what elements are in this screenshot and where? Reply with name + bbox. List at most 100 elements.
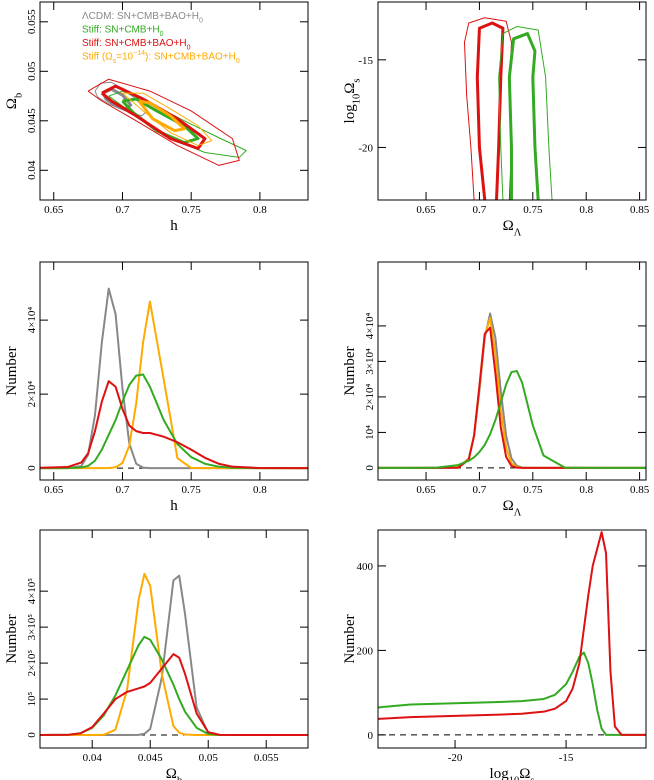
x-tick-label: 0.7 [473,484,487,496]
plot-area [378,531,646,736]
x-axis-title-part: Ω [519,766,530,780]
distribution-line [40,572,308,737]
x-axis-title-part: Ω [503,498,514,514]
legend-entry: Stiff: SN+CMB+BAO+H0 [82,38,191,52]
legend-entry-part: 0 [187,45,191,52]
x-axis-title-part: b [177,775,182,780]
x-tick-label: 0.75 [523,204,543,216]
contour [137,99,186,133]
y-axis-title-part: b [13,93,24,98]
y-axis-title: Number [4,346,20,395]
y-axis-title-part: Ω [342,83,358,94]
y-axis-title: Number [342,614,358,663]
legend-entry: Stiff (Ωs=10−14): SN+CMB+BAO+H0 [82,50,240,65]
legend-entry: ΛCDM: SN+CMB+BAO+H0 [82,11,203,25]
y-tick-label: 2×10⁴ [364,383,376,410]
y-axis-title-part: Number [342,614,358,663]
legend-entry-part: ΛCDM: SN+CMB+BAO+H [82,11,199,22]
y-tick-label: 400 [357,561,374,573]
y-tick-label: 3×10⁵ [26,614,38,641]
y-tick-label: 0 [26,732,38,738]
x-tick-label: 0.75 [523,484,543,496]
x-tick-label: 0.8 [579,484,593,496]
frame [377,261,647,481]
frame [377,1,647,201]
distribution-line [378,531,646,736]
legend-entry-part: Stiff (Ω [82,52,113,63]
y-axis-title-part: Number [4,346,20,395]
distribution-line [40,373,308,470]
x-axis-title: ΩΛ [503,218,522,238]
y-tick-label: 0.05 [26,61,38,81]
distribution-line [378,317,646,469]
x-tick-label: 0.75 [182,484,202,496]
distribution-line [378,370,646,469]
y-tick-label: 0 [368,730,374,742]
x-tick-label: 0.75 [182,204,202,216]
frame [39,1,309,201]
x-axis-title-part: 10 [509,775,520,780]
y-axis-title: Number [4,614,20,663]
panel: -20 -15 0 200 400 log10Ωs Number [342,529,647,780]
x-tick-label: -20 [448,752,463,764]
plot-area [87,78,247,166]
x-axis-title-part: Ω [166,766,177,780]
x-axis-title: Ωb [166,766,182,780]
y-tick-label: 4×10⁴ [26,307,38,334]
frame [39,529,309,749]
y-axis-title-part: log [342,104,358,124]
contour [498,26,553,200]
y-tick-label: 3×10⁴ [364,348,376,375]
y-tick-label: -15 [358,55,373,67]
x-tick-label: 0.7 [116,484,130,496]
x-axis-title: h [170,218,178,234]
panel: 0.65 0.7 0.75 0.8 0.04 0.045 0.05 0.055 h Ωb ΛCDM:… [4,1,309,234]
x-tick-label: 0.8 [253,484,267,496]
y-tick-label: 0.055 [26,9,38,34]
legend-entry-part: 0 [199,18,203,25]
x-axis-title: ΩΛ [503,498,522,518]
y-tick-label: 2×10⁴ [26,381,38,408]
x-tick-label: 0.045 [138,752,163,764]
frame [377,529,647,749]
x-axis-title: h [170,498,178,514]
x-axis-title-part: s [530,775,534,780]
legend-entry-part: s [113,58,117,65]
x-axis-title-part: h [170,218,178,234]
x-tick-label: 0.65 [416,484,436,496]
x-axis-title-part: h [170,498,178,514]
plot-area [463,17,553,200]
x-tick-label: 0.05 [199,752,219,764]
legend-entry-part: −14 [133,50,145,57]
y-axis-title: Ωb [4,93,24,109]
x-tick-label: 0.04 [83,752,103,764]
y-axis-title-part: 10 [351,94,362,105]
x-tick-label: 0.055 [254,752,279,764]
y-axis-title-part: Number [4,614,20,663]
x-tick-label: 0.65 [416,204,436,216]
panel: 0.65 0.7 0.75 0.8 0.85 0 10⁴ 2×10⁴ 3×10⁴ 4×10⁴ ΩΛ N… [342,261,650,518]
distribution-line [378,326,646,469]
distribution-line [378,651,646,736]
y-tick-label: 10⁴ [364,425,376,440]
x-axis-title-part: Ω [503,218,514,234]
y-axis-title: log10Ωs [342,79,362,124]
x-tick-label: 0.7 [116,204,130,216]
y-tick-label: 10⁵ [26,691,38,706]
plot-area [40,572,308,737]
plot-area [40,287,308,470]
panel: 0.65 0.7 0.75 0.8 0 2×10⁴ 4×10⁴ h Number [4,261,309,514]
x-tick-label: 0.85 [630,204,650,216]
legend-entry-part: Stiff: SN+CMB+H [82,25,160,36]
y-axis-title: Number [342,346,358,395]
distribution-line [378,312,646,469]
x-tick-label: 0.65 [44,484,64,496]
plot-area [378,312,646,469]
y-tick-label: 4×10⁵ [26,578,38,605]
contour [121,97,200,145]
y-tick-label: 0 [26,465,38,471]
x-tick-label: 0.8 [579,204,593,216]
x-axis-title-part: Λ [514,507,522,518]
